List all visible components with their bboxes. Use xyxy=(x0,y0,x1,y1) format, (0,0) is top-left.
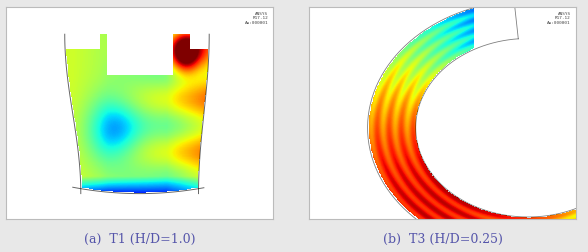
Text: (b)  T3 (H/D=0.25): (b) T3 (H/D=0.25) xyxy=(383,232,502,245)
Text: ANSYS
R17.12
Au:000001: ANSYS R17.12 Au:000001 xyxy=(547,12,571,25)
Text: (a)  T1 (H/D=1.0): (a) T1 (H/D=1.0) xyxy=(84,232,195,245)
Text: ANSYS
R17.12
Au:000001: ANSYS R17.12 Au:000001 xyxy=(245,12,268,25)
